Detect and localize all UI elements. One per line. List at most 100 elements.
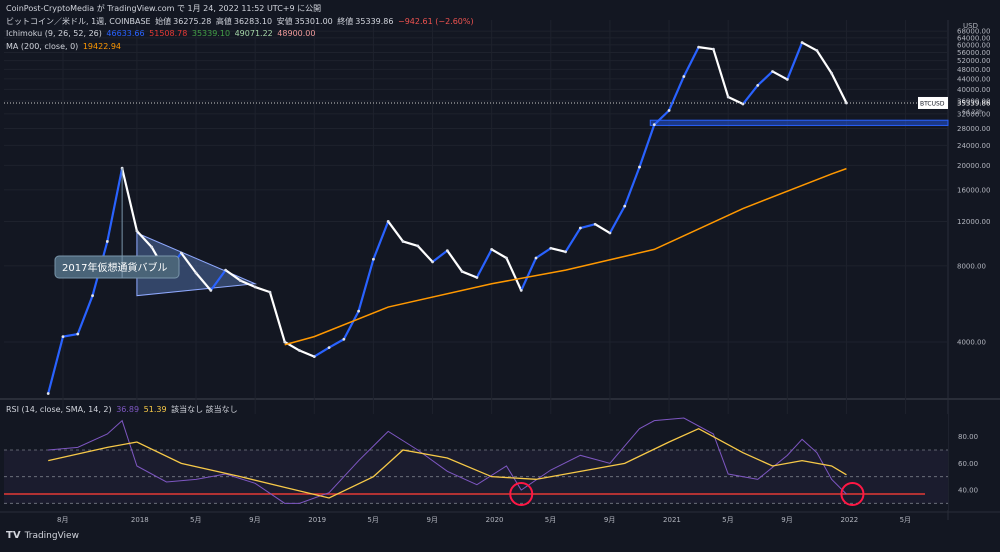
published-line: CoinPost-CryptoMedia が TradingView.com で… xyxy=(6,3,323,14)
price-point-32 xyxy=(519,289,523,292)
bubble-annotation-box xyxy=(54,255,180,279)
price-point-27 xyxy=(445,249,449,253)
ma-line: MA (200, close, 0) 19422.94 xyxy=(6,42,123,51)
price-segment-11 xyxy=(195,272,212,292)
price-segment-16 xyxy=(268,291,286,343)
price-point-13 xyxy=(238,279,242,282)
price-tick-8: 36000.00 xyxy=(957,97,990,105)
currency-label: USD xyxy=(963,22,978,30)
price-point-51 xyxy=(800,41,804,44)
time-tick-4: 2019 xyxy=(308,516,326,524)
price-point-25 xyxy=(416,244,420,248)
price-segment-3 xyxy=(76,295,94,335)
ma-value: 19422.94 xyxy=(82,42,122,51)
price-point-39 xyxy=(623,204,627,208)
price-point-23 xyxy=(386,220,390,223)
price-segment-54 xyxy=(830,72,848,104)
open-value: 36275.28 xyxy=(173,17,212,26)
price-segment-31 xyxy=(491,248,508,259)
price-point-14 xyxy=(253,285,257,289)
price-point-26 xyxy=(431,260,434,264)
low-value: 35301.00 xyxy=(294,17,333,26)
price-point-37 xyxy=(593,222,597,226)
price-segment-25 xyxy=(402,240,419,247)
tradingview-logo-icon: 𝗧𝗩 xyxy=(6,530,21,541)
price-segment-50 xyxy=(772,70,788,81)
price-segment-39 xyxy=(608,205,626,234)
price-segment-21 xyxy=(342,310,360,340)
rsi-line xyxy=(48,417,847,504)
ma200-line xyxy=(284,167,847,346)
price-segment-6 xyxy=(121,167,138,232)
price-segment-37 xyxy=(580,223,596,230)
price-segment-46 xyxy=(712,48,730,98)
price-tick-15: 64000.00 xyxy=(957,34,990,42)
price-tick-7: 32000.00 xyxy=(957,110,990,118)
price-point-43 xyxy=(682,75,686,78)
price-segment-52 xyxy=(801,41,818,52)
price-point-18 xyxy=(312,355,316,359)
price-segment-32 xyxy=(505,257,523,291)
price-segment-40 xyxy=(623,166,641,207)
price-point-1 xyxy=(61,335,65,339)
price-segment-29 xyxy=(461,270,478,279)
price-tick-16: 68000.00 xyxy=(957,28,990,36)
price-point-7 xyxy=(150,245,154,249)
rsi-value: 36.89 xyxy=(116,405,140,414)
price-tick-9: 40000.00 xyxy=(957,86,990,94)
price-point-22 xyxy=(372,257,375,261)
symbol-tag-bg xyxy=(918,96,948,109)
price-tick-3: 16000.00 xyxy=(957,186,990,194)
price-point-44 xyxy=(697,45,701,49)
price-segment-24 xyxy=(387,220,404,243)
ichimoku-value-1: 46633.66 xyxy=(106,29,145,38)
price-point-20 xyxy=(342,337,346,341)
price-segment-42 xyxy=(653,109,670,126)
price-point-33 xyxy=(534,256,538,260)
price-segment-19 xyxy=(313,346,330,358)
time-tick-8: 5月 xyxy=(545,516,556,524)
price-segment-30 xyxy=(475,248,493,279)
price-point-21 xyxy=(357,309,361,313)
last-price-value: 35339.86 xyxy=(957,99,991,107)
price-tick-5: 24000.00 xyxy=(957,142,990,150)
high-value: 36283.10 xyxy=(233,17,273,26)
price-point-53 xyxy=(830,71,834,75)
time-tick-14: 5月 xyxy=(900,516,911,524)
price-segment-18 xyxy=(299,349,315,358)
rsi-tick-2: 80.00 xyxy=(958,433,978,441)
price-tick-1: 8000.00 xyxy=(957,262,986,270)
price-segment-38 xyxy=(594,223,611,234)
price-segment-14 xyxy=(239,279,256,289)
price-segment-34 xyxy=(535,247,552,259)
open-label: 始値 xyxy=(155,17,172,26)
time-tick-11: 5月 xyxy=(722,516,733,524)
price-tick-14: 60000.00 xyxy=(957,41,990,49)
price-point-12 xyxy=(224,268,227,272)
time-tick-1: 2018 xyxy=(131,516,149,524)
published-text: CoinPost-CryptoMedia が TradingView.com で… xyxy=(6,4,322,13)
price-segment-35 xyxy=(550,247,566,253)
price-point-0 xyxy=(46,392,50,395)
rsi-tick-1: 60.00 xyxy=(958,460,978,468)
price-segment-1 xyxy=(47,336,65,394)
price-point-9 xyxy=(179,251,183,255)
bubble-annotation-text: 2017年仮想通貨バブル xyxy=(62,261,167,274)
rsi-highlight-circle-0 xyxy=(509,482,534,506)
time-tick-0: 8月 xyxy=(57,516,68,524)
price-point-30 xyxy=(490,248,494,251)
ichimoku-line: Ichimoku (9, 26, 52, 26) 46633.66 51508.… xyxy=(6,29,317,38)
time-tick-6: 9月 xyxy=(427,516,438,524)
symbol-line: ビットコイン／米ドル, 1週, COINBASE 始値 36275.28 高値 36… xyxy=(6,16,476,27)
rsi-band xyxy=(4,450,948,504)
ichimoku-value-4: 49071.22 xyxy=(234,29,273,38)
price-point-49 xyxy=(771,70,774,73)
rsi-header: RSI (14, close, SMA, 14, 2) 36.89 51.39 … xyxy=(6,404,240,415)
price-pane xyxy=(4,20,948,398)
price-point-41 xyxy=(652,123,656,127)
ichimoku-value-3: 35339.10 xyxy=(191,29,231,38)
price-tick-11: 48000.00 xyxy=(957,66,990,74)
price-segment-43 xyxy=(668,76,685,111)
price-segment-2 xyxy=(62,332,78,338)
